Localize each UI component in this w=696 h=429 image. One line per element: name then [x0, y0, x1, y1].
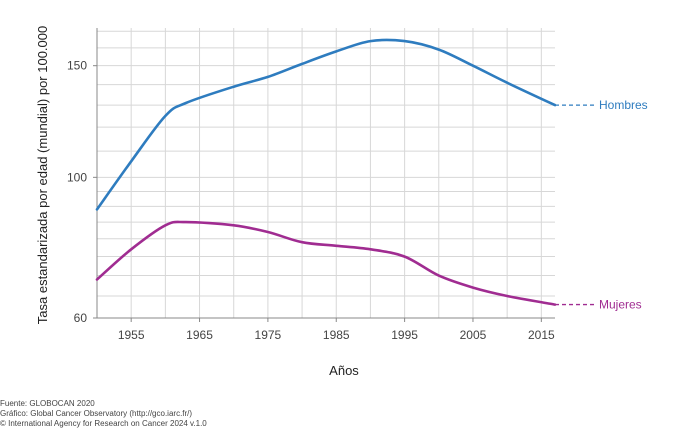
y-tick-label: 60 — [74, 311, 88, 325]
x-tick-label: 2005 — [460, 328, 487, 342]
x-tick-label: 1965 — [186, 328, 213, 342]
series-label-mujeres: Mujeres — [599, 298, 642, 312]
y-axis-title: Tasa estandarizada por edad (mundial) po… — [35, 26, 50, 324]
series-line-mujeres — [95, 220, 557, 306]
footer-copyright: © International Agency for Research on C… — [0, 419, 207, 428]
x-tick-label: 1985 — [323, 328, 350, 342]
x-tick-label: 1995 — [391, 328, 418, 342]
x-tick-label: 2015 — [528, 328, 555, 342]
y-tick-label: 100 — [67, 170, 87, 184]
axes — [93, 28, 555, 322]
x-tick-label: 1975 — [255, 328, 282, 342]
series-lines — [95, 38, 597, 306]
tick-labels: 1955 1965 1975 1985 1995 2005 2015 60 100 150 Homb… — [67, 59, 648, 342]
x-tick-label: 1955 — [118, 328, 145, 342]
footer-graphic: Gráfico: Global Cancer Observatory (http… — [0, 409, 193, 418]
series-label-hombres: Hombres — [599, 98, 648, 112]
footer-source: Fuente: GLOBOCAN 2020 — [0, 399, 95, 408]
series-line-hombres — [95, 38, 557, 211]
y-tick-label: 150 — [67, 59, 87, 73]
x-axis-title: Años — [329, 363, 359, 378]
